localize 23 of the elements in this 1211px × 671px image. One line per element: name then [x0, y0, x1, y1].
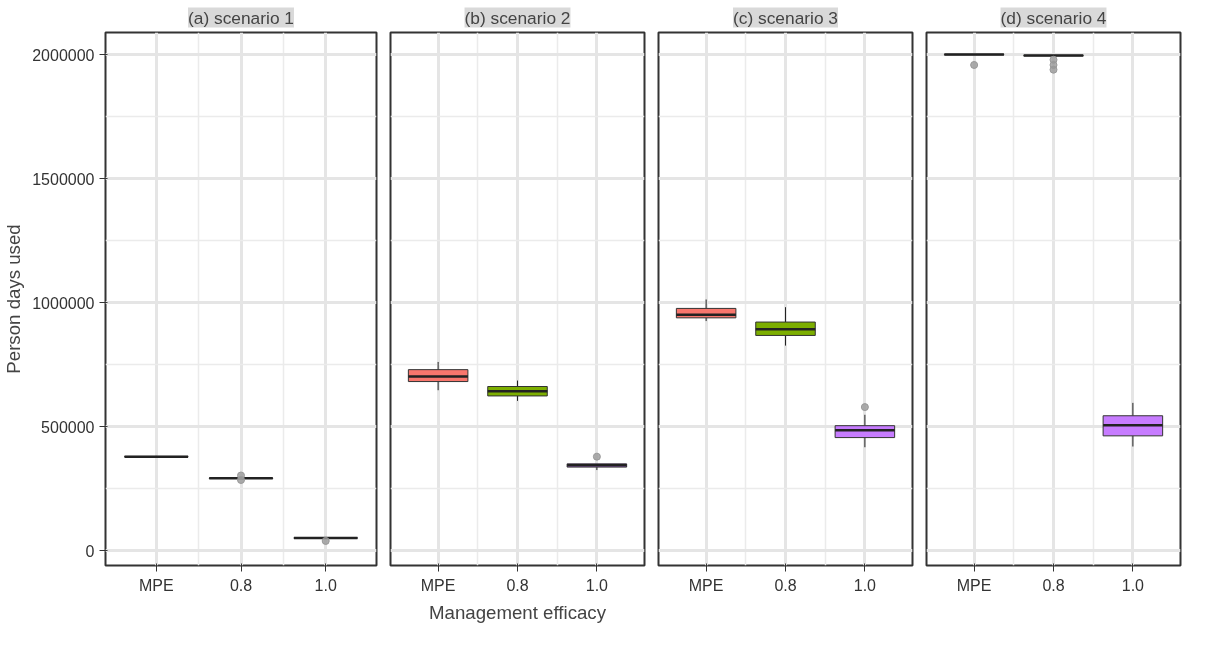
y-tick-label: 1000000: [32, 294, 95, 312]
x-tick-label: 0.8: [774, 576, 797, 594]
x-tick-label: 1.0: [853, 576, 877, 594]
x-tick-label: MPE: [420, 576, 456, 594]
x-tick-label: MPE: [956, 576, 992, 594]
x-tick-label: 0.8: [1042, 576, 1065, 594]
chart-title: (c) scenario 3: [733, 7, 838, 28]
x-axis-title: Management efficacy: [429, 601, 607, 623]
y-tick-label: 500000: [41, 418, 95, 436]
y-tick-label: 1500000: [32, 170, 95, 188]
x-tick-label: MPE: [138, 576, 174, 594]
chart-title: (d) scenario 4: [1000, 7, 1107, 28]
x-tick-label: 1.0: [1121, 576, 1145, 594]
x-tick-label: 0.8: [229, 576, 253, 594]
x-tick-label: 1.0: [314, 576, 337, 594]
x-tick-label: MPE: [688, 576, 724, 594]
x-tick-label: 0.8: [506, 576, 529, 594]
y-tick-label: 0: [85, 542, 95, 560]
y-axis-title: Person days used: [3, 224, 25, 374]
x-tick-label: 1.0: [585, 576, 609, 594]
chart-title: (a) scenario 1: [188, 7, 294, 28]
chart-title: (b) scenario 2: [464, 7, 571, 28]
y-tick-label: 2000000: [32, 46, 95, 64]
